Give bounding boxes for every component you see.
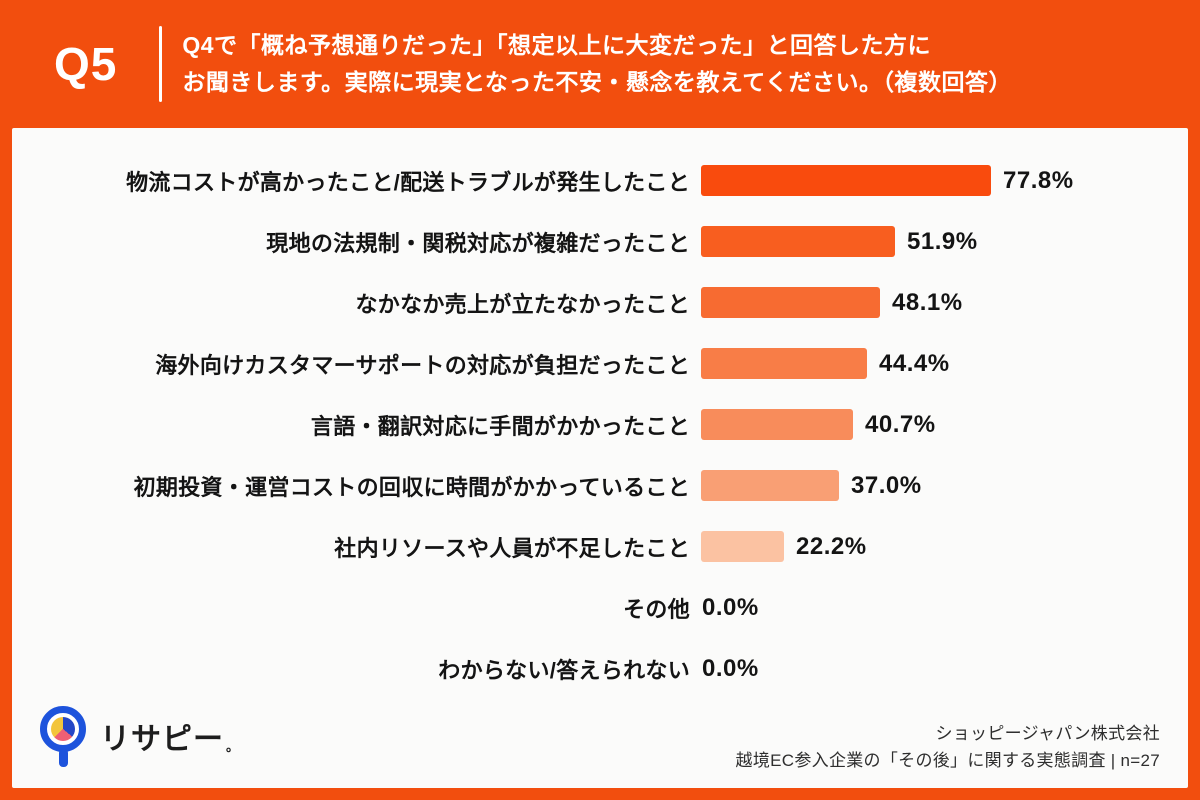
bar-value: 77.8% bbox=[1003, 166, 1074, 194]
bar-label: 初期投資・運営コストの回収に時間がかかっていること bbox=[133, 474, 690, 500]
bar bbox=[701, 287, 880, 318]
bar-label: 言語・翻訳対応に手間がかかったこと bbox=[310, 413, 690, 439]
header-divider bbox=[159, 26, 163, 102]
chart-row: 言語・翻訳対応に手間がかかったこと 40.7% bbox=[12, 394, 1188, 455]
chart-row: 現地の法規制・関税対応が複雑だったこと 51.9% bbox=[12, 211, 1188, 272]
brand-name-text: リサピー bbox=[100, 723, 224, 756]
chart-row: 社内リソースや人員が不足したこと 22.2% bbox=[12, 516, 1188, 577]
magnifier-pie-icon bbox=[40, 706, 88, 770]
chart-panel: 物流コストが高かったこと/配送トラブルが発生したこと 77.8% 現地の法規制・関税… bbox=[12, 128, 1188, 788]
brand-name-period: 。 bbox=[226, 739, 241, 754]
bar-label: 社内リソースや人員が不足したこと bbox=[334, 535, 690, 561]
question-line-2: お聞きします。実際に現実となった不安・懸念を教えてください。（複数回答） bbox=[182, 69, 1013, 95]
bar-value: 48.1% bbox=[892, 288, 963, 316]
bar-label: 物流コストが高かったこと/配送トラブルが発生したこと bbox=[126, 169, 690, 195]
bar-value: 0.0% bbox=[702, 593, 759, 621]
credit-survey-title: 越境EC参入企業の「その後」に関する実態調査 | n=27 bbox=[735, 751, 1160, 770]
bar bbox=[701, 226, 895, 257]
bar bbox=[701, 409, 853, 440]
chart-row: 初期投資・運営コストの回収に時間がかかっていること 37.0% bbox=[12, 455, 1188, 516]
brand-logo: リサピー。 bbox=[40, 706, 240, 770]
chart-row: 海外向けカスタマーサポートの対応が負担だったこと 44.4% bbox=[12, 333, 1188, 394]
bar-value: 44.4% bbox=[879, 349, 950, 377]
question-line-1: Q4で「概ね予想通りだった」「想定以上に大変だった」と回答した方に bbox=[182, 32, 932, 58]
chart-row: その他 0.0% bbox=[12, 577, 1188, 638]
bar-value: 37.0% bbox=[851, 471, 922, 499]
credit-company: ショッピージャパン株式会社 bbox=[935, 724, 1160, 743]
question-header: Q5 Q4で「概ね予想通りだった」「想定以上に大変だった」と回答した方に お聞き… bbox=[0, 0, 1200, 128]
bar bbox=[701, 165, 991, 196]
question-text: Q4で「概ね予想通りだった」「想定以上に大変だった」と回答した方に お聞きします… bbox=[182, 27, 1012, 101]
bar bbox=[701, 348, 867, 379]
chart-row: わからない/答えられない 0.0% bbox=[12, 638, 1188, 699]
bar-label: その他 bbox=[623, 596, 690, 622]
bar bbox=[701, 470, 839, 501]
brand-name: リサピー。 bbox=[100, 714, 240, 758]
pie-chart-glyph bbox=[51, 717, 75, 741]
bar-label: なかなか売上が立たなかったこと bbox=[355, 291, 690, 317]
bar-label: わからない/答えられない bbox=[438, 657, 690, 683]
chart-row: なかなか売上が立たなかったこと 48.1% bbox=[12, 272, 1188, 333]
bar-chart: 物流コストが高かったこと/配送トラブルが発生したこと 77.8% 現地の法規制・関税… bbox=[12, 128, 1188, 699]
bar-value: 0.0% bbox=[702, 654, 759, 682]
bar-label: 現地の法規制・関税対応が複雑だったこと bbox=[266, 230, 690, 256]
survey-credit: ショッピージャパン株式会社 越境EC参入企業の「その後」に関する実態調査 | n… bbox=[736, 720, 1160, 774]
question-number: Q5 bbox=[54, 38, 118, 90]
chart-row: 物流コストが高かったこと/配送トラブルが発生したこと 77.8% bbox=[12, 150, 1188, 211]
bar bbox=[701, 531, 784, 562]
bar-value: 51.9% bbox=[907, 227, 978, 255]
magnifier-ring bbox=[40, 706, 86, 752]
bar-label: 海外向けカスタマーサポートの対応が負担だったこと bbox=[155, 352, 690, 378]
magnifier-handle bbox=[59, 749, 68, 767]
bar-value: 22.2% bbox=[796, 532, 867, 560]
bar-value: 40.7% bbox=[865, 410, 936, 438]
